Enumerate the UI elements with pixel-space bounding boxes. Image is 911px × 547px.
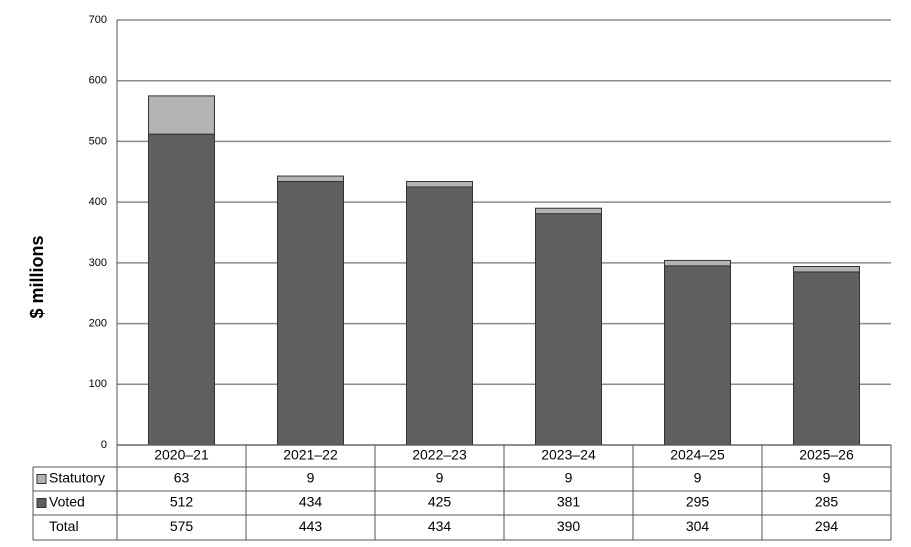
table-value: 285 [815,494,839,510]
total-label: Total [49,518,79,534]
table-value: 381 [557,494,581,510]
table-value: 512 [170,494,194,510]
table-total: 575 [170,518,194,534]
x-tick-label: 2020–21 [154,447,209,463]
bar-segment [277,175,344,183]
table-value: 295 [686,494,710,510]
legend-label: Statutory [49,470,105,486]
bar-segment [148,95,215,135]
table-total: 443 [299,518,323,534]
legend-swatch [36,474,47,484]
y-tick-label: 600 [89,75,107,87]
table-value: 434 [299,494,323,510]
table-total: 304 [686,518,710,534]
bar-segment [406,181,473,188]
bar-segment [664,265,731,446]
table-total: 434 [428,518,452,534]
table-value: 9 [694,470,702,486]
bar-segment [406,186,473,446]
table-value: 9 [436,470,444,486]
bar-segment [664,259,731,267]
x-tick-label: 2022–23 [412,447,467,463]
y-axis-label: $ millions [27,235,47,318]
legend-swatch [36,498,47,508]
y-tick-label: 500 [89,135,107,147]
table-value: 9 [307,470,315,486]
bar-segment [535,207,602,215]
table-value: 63 [174,470,190,486]
y-tick-label: 0 [101,439,107,451]
bar-segment [793,266,860,273]
bar-segment [793,271,860,446]
y-tick-label: 700 [89,14,107,26]
table-value: 9 [823,470,831,486]
x-tick-label: 2021–22 [283,447,338,463]
y-tick-label: 200 [89,317,107,329]
table-total: 390 [557,518,581,534]
table-value: 425 [428,494,452,510]
bar-segment [277,181,344,446]
x-tick-label: 2024–25 [670,447,725,463]
y-tick-label: 300 [89,257,107,269]
y-tick-label: 100 [89,378,107,390]
bar-segment [535,213,602,446]
x-tick-label: 2025–26 [799,447,854,463]
bar-segment [148,133,215,446]
table-value: 9 [565,470,573,486]
y-tick-label: 400 [89,196,107,208]
x-tick-label: 2023–24 [541,447,596,463]
legend-label: Voted [49,494,85,510]
table-total: 294 [815,518,839,534]
